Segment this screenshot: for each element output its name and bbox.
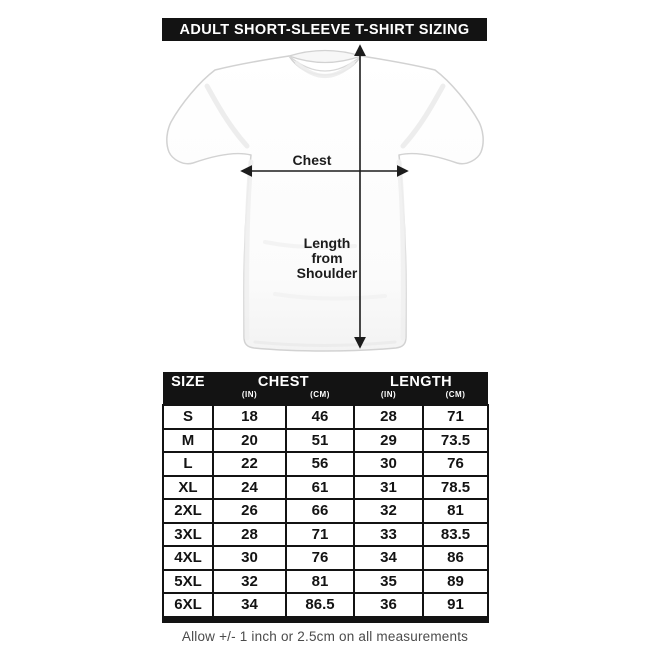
table-row: 4XL 30 76 34 86 bbox=[162, 545, 490, 571]
table-row: 5XL 32 81 35 89 bbox=[162, 568, 490, 594]
length-in-cell: 28 bbox=[353, 404, 424, 430]
length-in-cell: 30 bbox=[353, 451, 424, 477]
header-size: SIZE bbox=[163, 372, 213, 389]
length-cm-cell: 71 bbox=[421, 404, 490, 430]
length-in-cell: 35 bbox=[353, 568, 424, 594]
table-row: 2XL 26 66 32 81 bbox=[162, 498, 490, 524]
size-cell: 6XL bbox=[162, 592, 214, 623]
length-in-cell: 29 bbox=[353, 427, 424, 453]
size-cell: 5XL bbox=[162, 568, 214, 594]
length-in-cell: 33 bbox=[353, 521, 424, 547]
size-cell: 3XL bbox=[162, 521, 214, 547]
length-cm-cell: 73.5 bbox=[421, 427, 490, 453]
tshirt-shading bbox=[204, 61, 446, 347]
table-row: XL 24 61 31 78.5 bbox=[162, 474, 490, 500]
chest-cm-cell: 46 bbox=[285, 404, 355, 430]
tolerance-note: Allow +/- 1 inch or 2.5cm on all measure… bbox=[181, 629, 469, 644]
chest-in-cell: 26 bbox=[212, 498, 287, 524]
header-chest-in: (IN) bbox=[213, 389, 286, 405]
chest-cm-cell: 86.5 bbox=[285, 592, 355, 623]
chest-in-cell: 20 bbox=[212, 427, 287, 453]
header-spacer bbox=[163, 389, 213, 405]
chest-cm-cell: 51 bbox=[285, 427, 355, 453]
size-table: SIZE CHEST LENGTH (IN) (CM) (IN) (CM) S … bbox=[162, 372, 490, 623]
header-chest: CHEST bbox=[213, 372, 354, 389]
header-chest-cm: (CM) bbox=[286, 389, 354, 405]
length-in-cell: 31 bbox=[353, 474, 424, 500]
size-cell: 4XL bbox=[162, 545, 214, 571]
chest-cm-cell: 71 bbox=[285, 521, 355, 547]
chest-cm-cell: 66 bbox=[285, 498, 355, 524]
page-title: ADULT SHORT-SLEEVE T-SHIRT SIZING bbox=[162, 18, 487, 41]
chest-in-cell: 24 bbox=[212, 474, 287, 500]
length-measure-label: Length from Shoulder bbox=[297, 235, 358, 281]
table-row: 3XL 28 71 33 83.5 bbox=[162, 521, 490, 547]
table-row: 6XL 34 86.5 36 91 bbox=[162, 592, 490, 623]
chest-in-cell: 34 bbox=[212, 592, 287, 623]
tshirt-illustration: Chest Length from Shoulder bbox=[166, 44, 484, 352]
chest-cm-cell: 56 bbox=[285, 451, 355, 477]
chest-measure-label: Chest bbox=[293, 152, 332, 168]
chest-cm-cell: 61 bbox=[285, 474, 355, 500]
length-in-cell: 36 bbox=[353, 592, 424, 623]
chest-in-cell: 28 bbox=[212, 521, 287, 547]
chest-in-cell: 30 bbox=[212, 545, 287, 571]
length-cm-cell: 81 bbox=[421, 498, 490, 524]
length-cm-cell: 89 bbox=[421, 568, 490, 594]
svg-text:Length: Length bbox=[304, 235, 351, 251]
chest-cm-cell: 81 bbox=[285, 568, 355, 594]
size-cell: XL bbox=[162, 474, 214, 500]
header-length-in: (IN) bbox=[354, 389, 423, 405]
size-table-body: S 18 46 28 71 M 20 51 29 73.5 L 22 56 30… bbox=[162, 404, 490, 623]
header-length-cm: (CM) bbox=[423, 389, 489, 405]
chest-in-cell: 32 bbox=[212, 568, 287, 594]
length-cm-cell: 91 bbox=[421, 592, 490, 623]
length-cm-cell: 83.5 bbox=[421, 521, 490, 547]
length-cm-cell: 86 bbox=[421, 545, 490, 571]
length-cm-cell: 78.5 bbox=[421, 474, 490, 500]
size-table-header: SIZE CHEST LENGTH (IN) (CM) (IN) (CM) bbox=[163, 372, 489, 405]
svg-text:Shoulder: Shoulder bbox=[297, 265, 358, 281]
chest-in-cell: 18 bbox=[212, 404, 287, 430]
table-row: S 18 46 28 71 bbox=[162, 404, 490, 430]
size-cell: 2XL bbox=[162, 498, 214, 524]
chest-in-cell: 22 bbox=[212, 451, 287, 477]
header-length: LENGTH bbox=[354, 372, 489, 389]
length-in-cell: 32 bbox=[353, 498, 424, 524]
table-row: M 20 51 29 73.5 bbox=[162, 427, 490, 453]
size-cell: L bbox=[162, 451, 214, 477]
length-cm-cell: 76 bbox=[421, 451, 490, 477]
svg-text:from: from bbox=[311, 250, 342, 266]
size-cell: S bbox=[162, 404, 214, 430]
chest-cm-cell: 76 bbox=[285, 545, 355, 571]
length-in-cell: 34 bbox=[353, 545, 424, 571]
table-row: L 22 56 30 76 bbox=[162, 451, 490, 477]
size-cell: M bbox=[162, 427, 214, 453]
